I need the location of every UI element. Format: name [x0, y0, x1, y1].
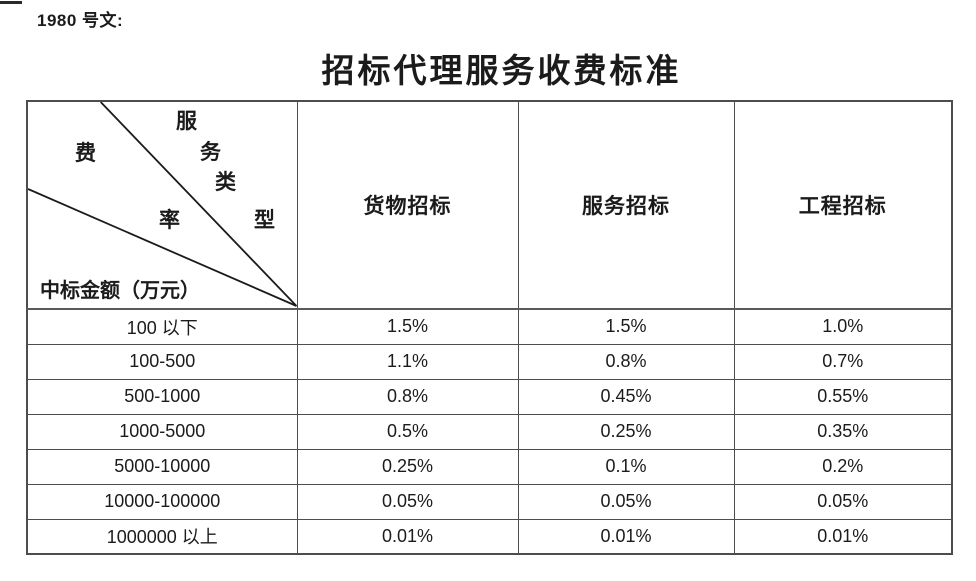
fee-rate-cell: 0.35% — [733, 413, 953, 450]
fee-rate-cell: 0.01% — [517, 518, 735, 555]
doc-reference-label: 1980 号文: — [37, 11, 124, 30]
fee-row: 1000000 以上 0.01% 0.01% 0.01% — [26, 518, 953, 555]
fee-rate-cell: 0.2% — [733, 448, 953, 485]
fee-rate-cell: 0.8% — [296, 378, 519, 415]
header-row: 服 务 类 型 费 率 中标金额（万元） 货物招标 服务招标 工程招标 — [26, 100, 953, 310]
fee-rate-cell: 0.7% — [733, 343, 953, 380]
amount-range-cell: 1000000 以上 — [26, 518, 298, 555]
fee-row: 10000-100000 0.05% 0.05% 0.05% — [26, 483, 953, 520]
column-header-engineering: 工程招标 — [733, 100, 953, 310]
corner-axis-char: 型 — [254, 208, 275, 232]
fee-rate-cell: 0.01% — [296, 518, 519, 555]
fee-rate-cell: 0.25% — [296, 448, 519, 485]
fee-rate-cell: 1.0% — [733, 308, 953, 345]
fee-row: 5000-10000 0.25% 0.1% 0.2% — [26, 448, 953, 485]
column-header-goods: 货物招标 — [296, 100, 519, 310]
fee-rate-cell: 0.5% — [296, 413, 519, 450]
fee-rate-cell: 1.1% — [296, 343, 519, 380]
corner-axis-char: 服 — [176, 109, 197, 133]
amount-range-cell: 10000-100000 — [26, 483, 298, 520]
fee-rate-cell: 0.8% — [517, 343, 735, 380]
fee-rate-cell: 0.45% — [517, 378, 735, 415]
amount-range-cell: 100-500 — [26, 343, 298, 380]
doc-title: 招标代理服务收费标准 — [321, 54, 682, 90]
fee-row: 100-500 1.1% 0.8% 0.7% — [26, 343, 953, 380]
fee-rate-cell: 0.1% — [517, 448, 735, 485]
fee-row: 500-1000 0.8% 0.45% 0.55% — [26, 378, 953, 415]
row-axis-label: 中标金额（万元） — [40, 280, 200, 302]
fee-row: 1000-5000 0.5% 0.25% 0.35% — [26, 413, 953, 450]
fee-table-body: 100 以下 1.5% 1.5% 1.0% 100-500 1.1% 0.8% 0.7% 500… — [26, 308, 953, 555]
column-header-services: 服务招标 — [517, 100, 735, 310]
corner-axis-char: 率 — [159, 208, 180, 232]
amount-range-cell: 1000-5000 — [26, 413, 298, 450]
page-corner-artifact — [0, 1, 22, 4]
fee-row: 100 以下 1.5% 1.5% 1.0% — [26, 308, 953, 345]
amount-range-cell: 100 以下 — [26, 308, 298, 345]
amount-range-cell: 5000-10000 — [26, 448, 298, 485]
fee-rate-cell: 0.25% — [517, 413, 735, 450]
fee-rate-cell: 0.05% — [296, 483, 519, 520]
fee-rate-cell: 0.05% — [517, 483, 735, 520]
diagonal-header-cell: 服 务 类 型 费 率 中标金额（万元） — [26, 100, 298, 310]
fee-rate-cell: 1.5% — [296, 308, 519, 345]
fee-standard-table: 服 务 类 型 费 率 中标金额（万元） 货物招标 服务招标 工程招标 100 … — [26, 100, 953, 555]
diagonal-divider-lines — [28, 102, 296, 307]
corner-axis-char: 务 — [200, 140, 221, 164]
amount-range-cell: 500-1000 — [26, 378, 298, 415]
fee-rate-cell: 1.5% — [517, 308, 735, 345]
fee-rate-cell: 0.55% — [733, 378, 953, 415]
fee-rate-cell: 0.01% — [733, 518, 953, 555]
fee-rate-cell: 0.05% — [733, 483, 953, 520]
corner-axis-char: 类 — [215, 170, 236, 194]
corner-axis-char: 费 — [75, 141, 96, 165]
